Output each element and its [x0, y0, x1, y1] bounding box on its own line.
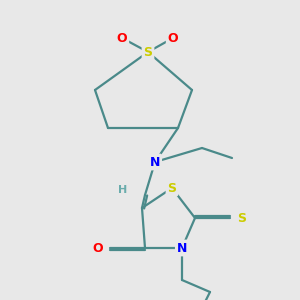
- Text: S: S: [238, 212, 247, 224]
- Text: N: N: [177, 242, 187, 254]
- Text: S: S: [167, 182, 176, 194]
- Text: O: O: [93, 242, 103, 254]
- Text: N: N: [150, 155, 160, 169]
- Text: O: O: [117, 32, 127, 44]
- Text: S: S: [143, 46, 152, 59]
- Text: H: H: [118, 185, 127, 195]
- Text: O: O: [168, 32, 178, 44]
